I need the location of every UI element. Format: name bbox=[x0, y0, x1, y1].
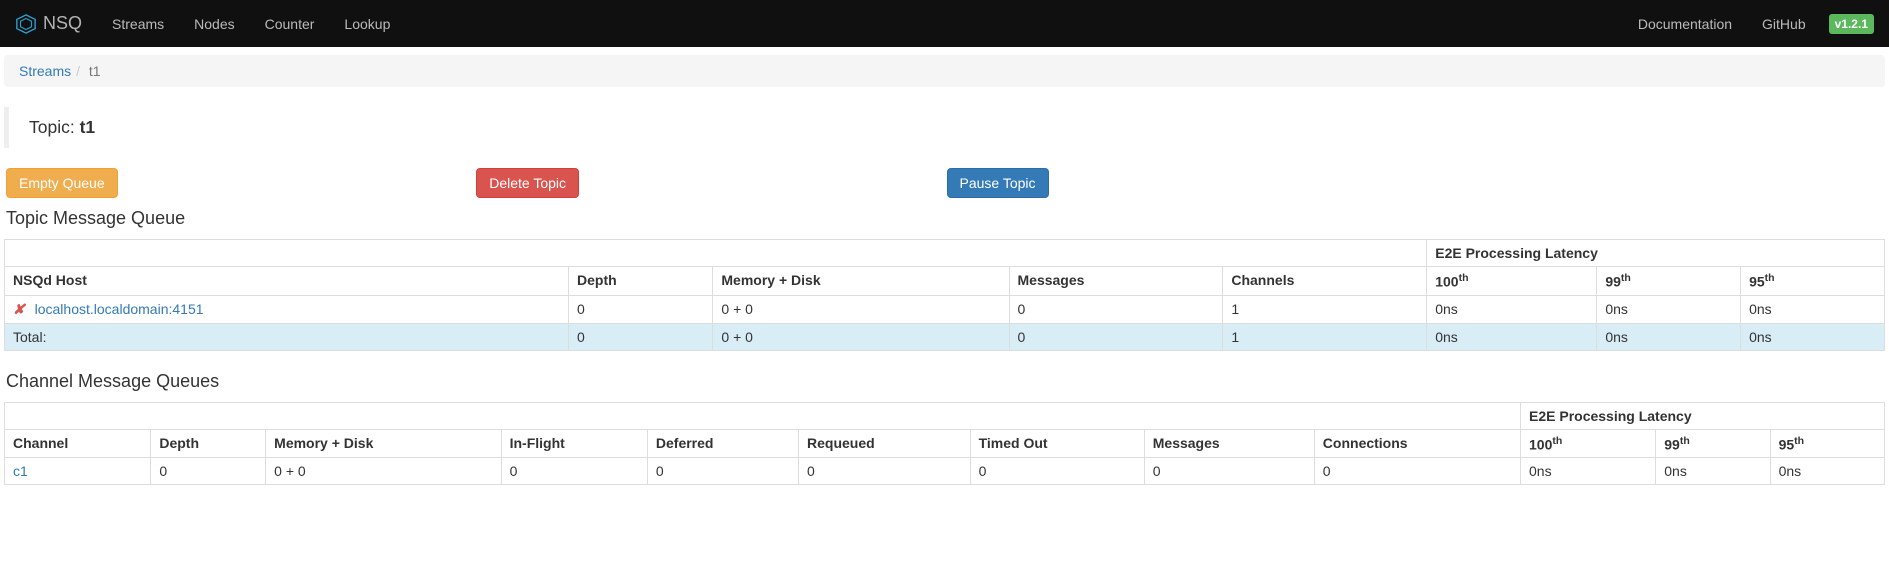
col-p100: 100th bbox=[1427, 267, 1597, 296]
topic-name: t1 bbox=[80, 117, 96, 137]
requeued-cell: 0 bbox=[799, 458, 971, 485]
breadcrumb-streams[interactable]: Streams bbox=[19, 63, 71, 79]
total-row: Total: 0 0 + 0 0 1 0ns 0ns 0ns bbox=[5, 323, 1885, 350]
memdisk-cell: 0 + 0 bbox=[713, 295, 1009, 323]
p95-cell: 0ns bbox=[1770, 458, 1884, 485]
p99-cell: 0ns bbox=[1656, 458, 1770, 485]
col-p99: 99th bbox=[1597, 267, 1741, 296]
col-depth: Depth bbox=[151, 429, 266, 458]
col-depth: Depth bbox=[569, 267, 713, 296]
host-link[interactable]: localhost.localdomain:4151 bbox=[35, 301, 204, 317]
total-p100: 0ns bbox=[1427, 323, 1597, 350]
topic-queue-blank-group bbox=[5, 240, 1427, 267]
col-p95: 95th bbox=[1770, 429, 1884, 458]
total-memdisk: 0 + 0 bbox=[713, 323, 1009, 350]
total-p95: 0ns bbox=[1741, 323, 1885, 350]
p100-cell: 0ns bbox=[1521, 458, 1656, 485]
channel-queue-latency-group: E2E Processing Latency bbox=[1521, 402, 1885, 429]
messages-cell: 0 bbox=[1009, 295, 1223, 323]
empty-queue-button[interactable]: Empty Queue bbox=[6, 168, 118, 198]
nav-counter[interactable]: Counter bbox=[250, 2, 330, 46]
topic-queue-heading: Topic Message Queue bbox=[6, 208, 1885, 229]
nav-lookup[interactable]: Lookup bbox=[329, 2, 405, 46]
nav-right: Documentation GitHub v1.2.1 bbox=[1623, 2, 1874, 46]
col-messages: Messages bbox=[1144, 429, 1314, 458]
col-messages: Messages bbox=[1009, 267, 1223, 296]
topic-header: Topic: t1 bbox=[4, 107, 1885, 148]
navbar: NSQ Streams Nodes Counter Lookup Documen… bbox=[0, 0, 1889, 47]
brand-text: NSQ bbox=[43, 13, 82, 34]
col-deferred: Deferred bbox=[647, 429, 798, 458]
nsq-logo-icon bbox=[15, 13, 37, 35]
col-channels: Channels bbox=[1223, 267, 1427, 296]
version-badge: v1.2.1 bbox=[1829, 14, 1874, 34]
depth-cell: 0 bbox=[151, 458, 266, 485]
col-connections: Connections bbox=[1314, 429, 1520, 458]
deferred-cell: 0 bbox=[647, 458, 798, 485]
total-messages: 0 bbox=[1009, 323, 1223, 350]
col-requeued: Requeued bbox=[799, 429, 971, 458]
inflight-cell: 0 bbox=[501, 458, 647, 485]
p100-cell: 0ns bbox=[1427, 295, 1597, 323]
messages-cell: 0 bbox=[1144, 458, 1314, 485]
host-cell: ✘ localhost.localdomain:4151 bbox=[5, 295, 569, 323]
breadcrumb: Streams t1 bbox=[4, 55, 1885, 87]
topic-queue-table: E2E Processing Latency NSQd Host Depth M… bbox=[4, 239, 1885, 351]
total-p99: 0ns bbox=[1597, 323, 1741, 350]
delete-topic-button[interactable]: Delete Topic bbox=[476, 168, 579, 198]
channel-queue-table: E2E Processing Latency Channel Depth Mem… bbox=[4, 402, 1885, 486]
nav-streams[interactable]: Streams bbox=[97, 2, 179, 46]
connections-cell: 0 bbox=[1314, 458, 1520, 485]
nav-documentation[interactable]: Documentation bbox=[1623, 2, 1747, 46]
table-row: c1 0 0 + 0 0 0 0 0 0 0 0ns 0ns 0ns bbox=[5, 458, 1885, 485]
col-inflight: In-Flight bbox=[501, 429, 647, 458]
action-buttons: Empty Queue Delete Topic Pause Topic bbox=[4, 168, 1885, 198]
depth-cell: 0 bbox=[569, 295, 713, 323]
nav-links: Streams Nodes Counter Lookup bbox=[97, 2, 405, 46]
total-depth: 0 bbox=[569, 323, 713, 350]
tombstone-icon[interactable]: ✘ bbox=[13, 301, 25, 317]
topic-label: Topic: bbox=[29, 117, 80, 137]
col-timedout: Timed Out bbox=[970, 429, 1144, 458]
pause-topic-button[interactable]: Pause Topic bbox=[947, 168, 1049, 198]
nav-nodes[interactable]: Nodes bbox=[179, 2, 249, 46]
p99-cell: 0ns bbox=[1597, 295, 1741, 323]
col-p99: 99th bbox=[1656, 429, 1770, 458]
col-host: NSQd Host bbox=[5, 267, 569, 296]
breadcrumb-current: t1 bbox=[71, 63, 100, 79]
total-label: Total: bbox=[5, 323, 569, 350]
channel-link[interactable]: c1 bbox=[13, 463, 28, 479]
col-memdisk: Memory + Disk bbox=[266, 429, 501, 458]
channels-cell: 1 bbox=[1223, 295, 1427, 323]
timedout-cell: 0 bbox=[970, 458, 1144, 485]
p95-cell: 0ns bbox=[1741, 295, 1885, 323]
memdisk-cell: 0 + 0 bbox=[266, 458, 501, 485]
col-memdisk: Memory + Disk bbox=[713, 267, 1009, 296]
nav-github[interactable]: GitHub bbox=[1747, 2, 1821, 46]
total-channels: 1 bbox=[1223, 323, 1427, 350]
col-p95: 95th bbox=[1741, 267, 1885, 296]
topic-queue-latency-group: E2E Processing Latency bbox=[1427, 240, 1885, 267]
brand-link[interactable]: NSQ bbox=[15, 13, 82, 35]
channel-queue-blank-group bbox=[5, 402, 1521, 429]
channel-queue-heading: Channel Message Queues bbox=[6, 371, 1885, 392]
col-p100: 100th bbox=[1521, 429, 1656, 458]
col-channel: Channel bbox=[5, 429, 151, 458]
table-row: ✘ localhost.localdomain:4151 0 0 + 0 0 1… bbox=[5, 295, 1885, 323]
